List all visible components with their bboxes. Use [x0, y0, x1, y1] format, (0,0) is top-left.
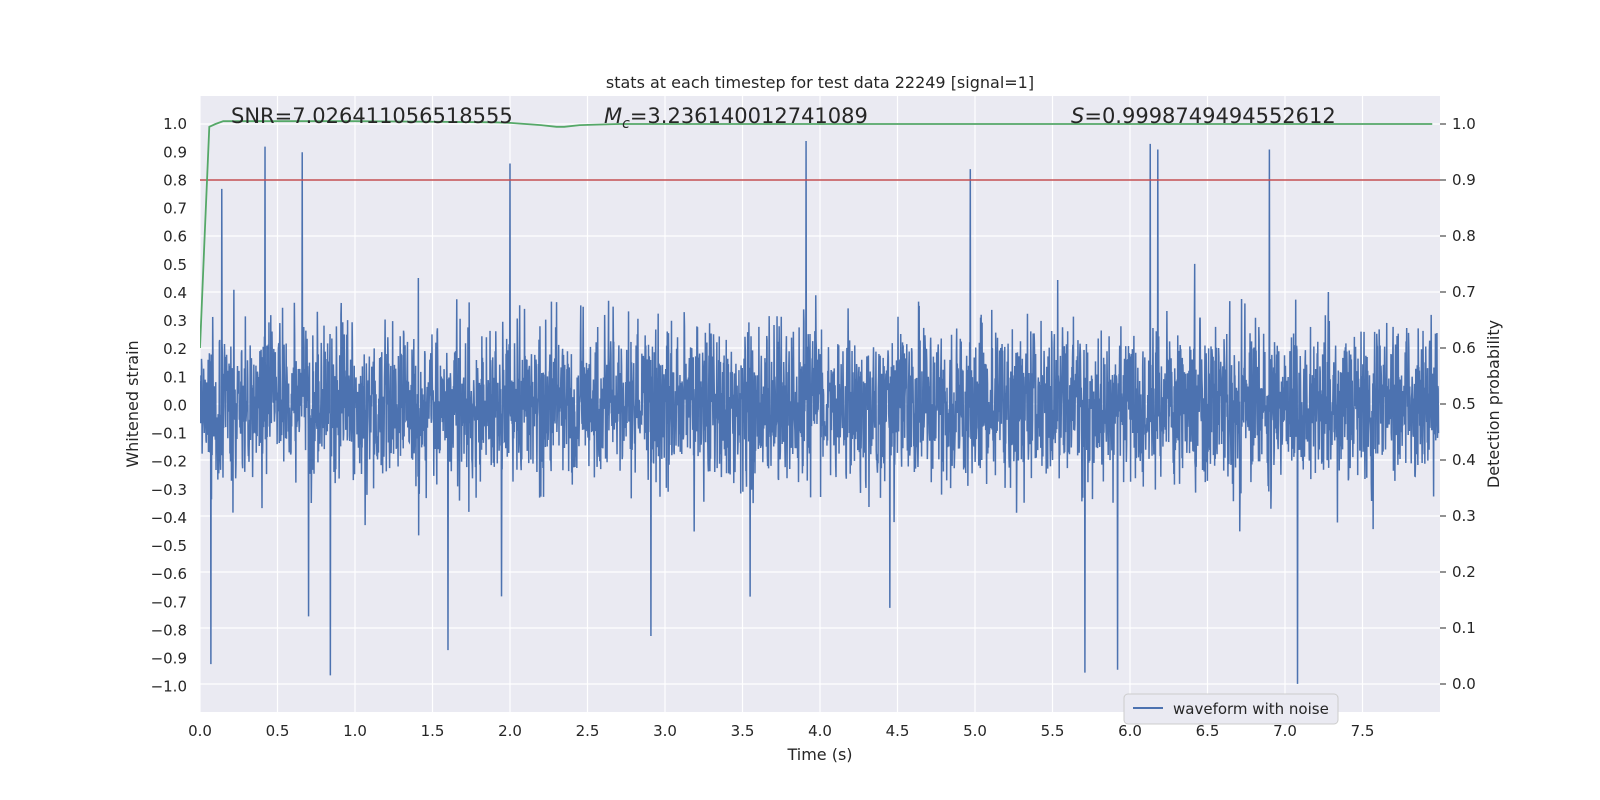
legend: waveform with noise: [1123, 693, 1339, 725]
x-tick-label: 0.5: [266, 722, 290, 740]
y2-tick-label: 0.1: [1452, 619, 1476, 637]
x-tick-label: 5.5: [1041, 722, 1065, 740]
y2-tick-label: 0.3: [1452, 507, 1476, 525]
x-tick-label: 2.5: [576, 722, 600, 740]
x-tick-label: 5.0: [963, 722, 987, 740]
y-tick-label: 0.2: [163, 340, 187, 358]
y-tick-label: 0.7: [163, 200, 187, 218]
legend-label-waveform: waveform with noise: [1173, 700, 1329, 718]
chart-title: stats at each timestep for test data 222…: [606, 73, 1034, 92]
series-detection-probability: [200, 120, 1433, 349]
y-tick-label: −0.1: [151, 425, 187, 443]
x-tick-label: 3.5: [731, 722, 755, 740]
y2-axis-ticks: 1.0 0.9 0.8 0.7 0.6 0.5 0.4 0.3 0.2 0.1 0.0: [1440, 115, 1476, 693]
legend-box: [1123, 693, 1339, 725]
y-tick-label: −0.4: [151, 509, 187, 527]
y-tick-label: 0.9: [163, 143, 187, 161]
chirp-mass-symbol: M: [604, 104, 622, 128]
y-tick-label: −0.3: [151, 481, 187, 499]
y-tick-label: −0.7: [151, 593, 187, 611]
series-waveform-with-noise: [200, 140, 1440, 684]
y2-tick-label: 0.6: [1452, 339, 1476, 357]
y-axis-ticks: 1.0 0.9 0.8 0.7 0.6 0.5 0.4 0.3 0.2 0.1 0.0 −0.1 −0.…: [151, 115, 187, 696]
waveform-line: [200, 140, 1440, 684]
x-tick-label: 1.5: [421, 722, 445, 740]
chirp-mass-annotation: Mc=3.236140012741089: [604, 104, 868, 132]
x-tick-label: 1.0: [343, 722, 367, 740]
x-tick-label: 2.0: [498, 722, 522, 740]
x-tick-label: 4.5: [886, 722, 910, 740]
y2-tick-label: 1.0: [1452, 115, 1476, 133]
y2-tick-label: 0.9: [1452, 171, 1476, 189]
y-tick-label: −0.2: [151, 453, 187, 471]
score-annotation: S=0.9998749494552612: [1071, 104, 1336, 128]
x-tick-label: 3.0: [653, 722, 677, 740]
score-symbol: S: [1071, 104, 1084, 128]
x-axis-label: Time (s): [786, 745, 852, 764]
x-tick-label: 7.0: [1273, 722, 1297, 740]
y-tick-label: 0.8: [163, 171, 187, 189]
y-tick-label: 0.1: [163, 368, 187, 386]
x-axis-ticks: 0.0 0.5 1.0 1.5 2.0 2.5 3.0 3.5 4.0 4.5 5.0 5.5 6.0 6…: [188, 722, 1374, 740]
x-tick-label: 6.5: [1196, 722, 1220, 740]
x-tick-label: 4.0: [808, 722, 832, 740]
y-tick-label: 0.3: [163, 312, 187, 330]
y2-tick-label: 0.2: [1452, 563, 1476, 581]
chirp-mass-value: =3.236140012741089: [630, 104, 868, 128]
y-tick-label: 1.0: [163, 115, 187, 133]
chirp-mass-subscript: c: [622, 116, 630, 132]
y-tick-label: −0.9: [151, 650, 187, 668]
y-tick-label: −0.5: [151, 537, 187, 555]
y2-tick-label: 0.4: [1452, 451, 1476, 469]
score-value: =0.9998749494552612: [1084, 104, 1335, 128]
y2-tick-label: 0.5: [1452, 395, 1476, 413]
snr-annotation: SNR=7.026411056518555: [231, 104, 513, 128]
y-tick-label: −0.8: [151, 621, 187, 639]
y-tick-label: 0.5: [163, 256, 187, 274]
x-tick-label: 0.0: [188, 722, 212, 740]
y-tick-label: −1.0: [151, 678, 187, 696]
y-tick-label: 0.4: [163, 284, 187, 302]
y2-axis-label: Detection probability: [1484, 320, 1503, 488]
y2-tick-label: 0.8: [1452, 227, 1476, 245]
y-tick-label: −0.6: [151, 565, 187, 583]
probability-line: [200, 120, 1433, 349]
y-axis-label: Whitened strain: [123, 340, 142, 467]
x-tick-label: 6.0: [1118, 722, 1142, 740]
y-tick-label: 0.0: [163, 396, 187, 414]
y-tick-label: 0.6: [163, 228, 187, 246]
y2-tick-label: 0.0: [1452, 675, 1476, 693]
x-tick-label: 7.5: [1351, 722, 1375, 740]
y2-tick-label: 0.7: [1452, 283, 1476, 301]
